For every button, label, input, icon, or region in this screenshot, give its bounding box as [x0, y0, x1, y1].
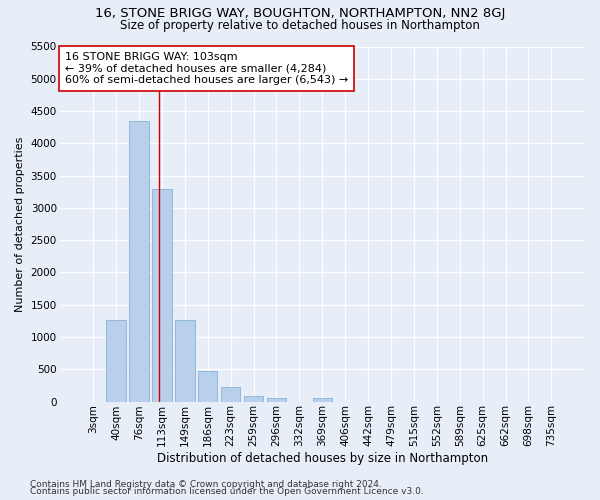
Text: Size of property relative to detached houses in Northampton: Size of property relative to detached ho… — [120, 19, 480, 32]
Bar — [198, 370, 217, 402]
Text: 16, STONE BRIGG WAY, BOUGHTON, NORTHAMPTON, NN2 8GJ: 16, STONE BRIGG WAY, BOUGHTON, NORTHAMPT… — [95, 8, 505, 20]
Bar — [313, 398, 332, 402]
Bar — [244, 396, 263, 402]
Bar — [175, 320, 194, 402]
X-axis label: Distribution of detached houses by size in Northampton: Distribution of detached houses by size … — [157, 452, 488, 465]
Text: Contains public sector information licensed under the Open Government Licence v3: Contains public sector information licen… — [30, 487, 424, 496]
Bar — [152, 188, 172, 402]
Bar — [221, 386, 241, 402]
Bar — [129, 120, 149, 402]
Y-axis label: Number of detached properties: Number of detached properties — [15, 136, 25, 312]
Text: 16 STONE BRIGG WAY: 103sqm
← 39% of detached houses are smaller (4,284)
60% of s: 16 STONE BRIGG WAY: 103sqm ← 39% of deta… — [65, 52, 348, 85]
Text: Contains HM Land Registry data © Crown copyright and database right 2024.: Contains HM Land Registry data © Crown c… — [30, 480, 382, 489]
Bar — [267, 398, 286, 402]
Bar — [106, 320, 126, 402]
